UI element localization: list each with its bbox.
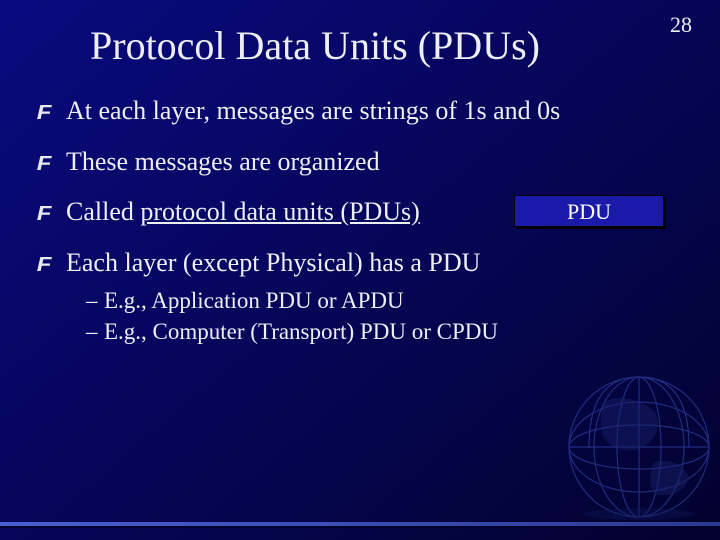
page-number: 28 — [670, 12, 692, 38]
bullet-item: F These messages are organized — [38, 146, 690, 179]
bullet-underlined: protocol data units (PDUs) — [140, 197, 419, 226]
bullet-prefix: Each — [66, 248, 118, 277]
bullet-prefix: At — [66, 96, 92, 125]
bottom-divider — [0, 522, 720, 526]
bullet-prefix: Called — [66, 197, 134, 226]
sub-bullet-list: – E.g., Application PDU or APDU – E.g., … — [66, 285, 690, 347]
pdu-box: PDU — [514, 195, 664, 227]
bullet-text: each layer, messages are strings of 1s a… — [92, 96, 560, 125]
pointer-icon: F — [37, 152, 52, 177]
sub-bullet-text: E.g., Application PDU or APDU — [104, 288, 404, 313]
slide-title: Protocol Data Units (PDUs) — [90, 22, 690, 69]
globe-icon — [544, 352, 714, 522]
pointer-icon: F — [37, 202, 52, 227]
pointer-icon: F — [37, 253, 52, 278]
bullet-text: messages are organized — [128, 147, 379, 176]
sub-bullet-item: – E.g., Application PDU or APDU — [86, 285, 690, 316]
bullet-prefix: These — [66, 147, 128, 176]
bullet-item: F At each layer, messages are strings of… — [38, 95, 690, 128]
sub-bullet-item: – E.g., Computer (Transport) PDU or CPDU — [86, 316, 690, 347]
bullet-item: F Each layer (except Physical) has a PDU… — [38, 247, 690, 348]
bullet-text: layer (except Physical) has a PDU — [118, 248, 480, 277]
pointer-icon: F — [37, 101, 52, 126]
dash-icon: – — [86, 316, 98, 347]
slide: 28 Protocol Data Units (PDUs) F At each … — [0, 0, 720, 540]
dash-icon: – — [86, 285, 98, 316]
sub-bullet-text: E.g., Computer (Transport) PDU or CPDU — [104, 319, 498, 344]
